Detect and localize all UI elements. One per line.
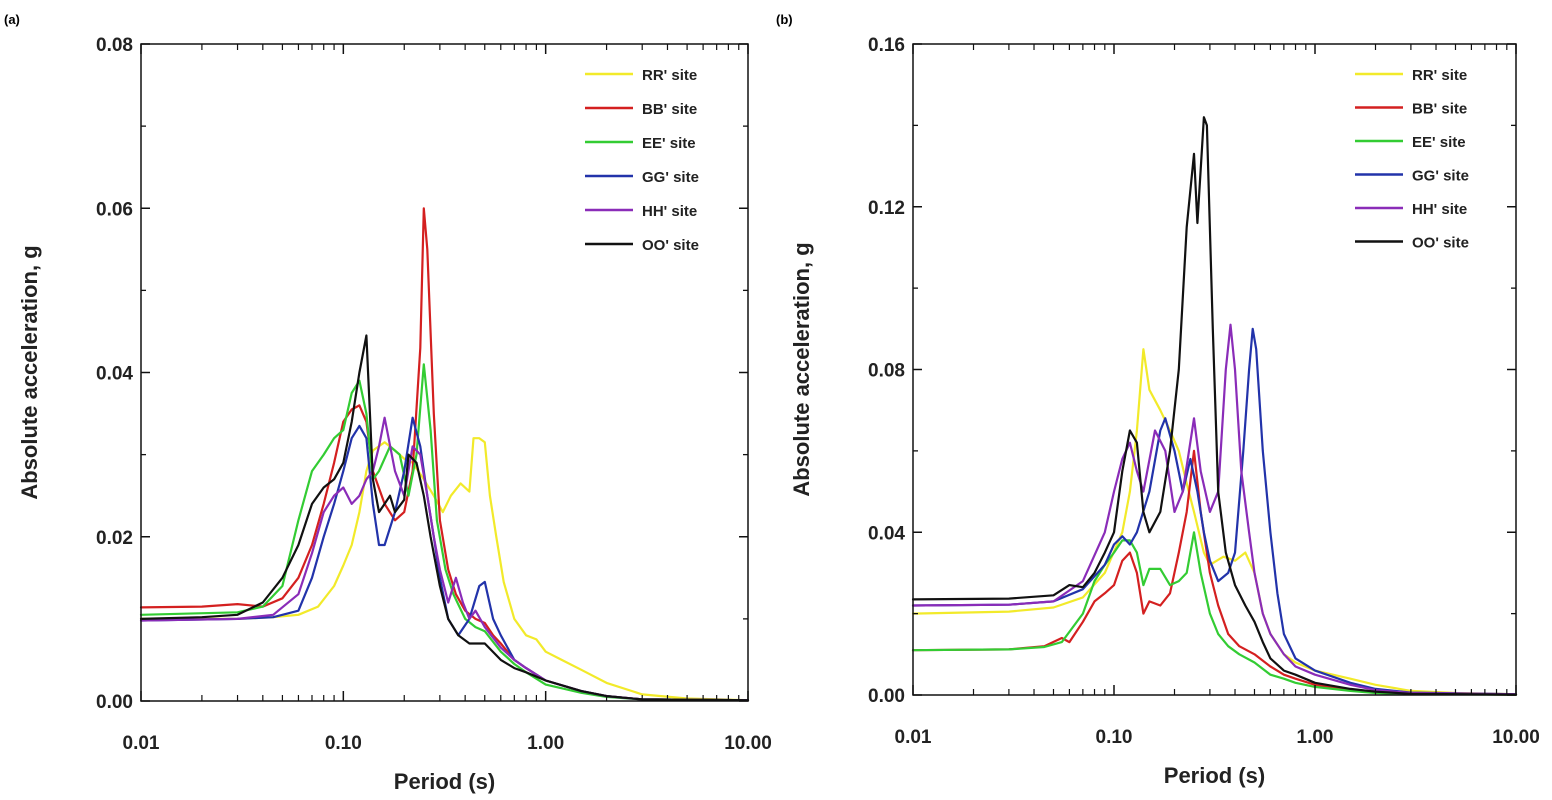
panel-0-legend: RR' site BB' site EE' site GG' site HH' site… <box>585 67 699 254</box>
panel-1-y-tick-label: 0.12 <box>868 198 905 219</box>
panel-1-series-line-3 <box>911 327 1518 696</box>
panel-1-series-line-5 <box>911 116 1518 696</box>
panel-0-series-line-4 <box>139 416 750 702</box>
panel-0-legend-label-0: RR' site <box>642 67 697 84</box>
panel-0-legend-label-3: GG' site <box>642 169 699 186</box>
panel-0-x-tick-label: 10.00 <box>724 733 772 754</box>
panel-b-label: (b) <box>776 12 793 27</box>
panel-1-legend-label-0: RR' site <box>1412 67 1467 84</box>
panel-1-x-tick-label: 0.10 <box>1096 727 1133 748</box>
panel-0-x-tick-label: 0.10 <box>325 733 362 754</box>
panel-1-y-tick-label: 0.08 <box>868 361 905 382</box>
panel-1-series-line-4 <box>911 323 1518 696</box>
panel-1-y-axis-title: Absolute acceleration, g <box>789 242 814 496</box>
panel-0-series-line-0 <box>139 437 750 702</box>
chart-panel-b: 0.00 0.04 0.08 0.12 0.16 0.01 0.10 1.00 10.00 Per… <box>789 35 1540 788</box>
panel-1-legend-label-5: OO' site <box>1412 235 1469 252</box>
panel-0-y-tick-label: 0.00 <box>96 692 133 713</box>
panel-0-y-tick-label: 0.02 <box>96 528 133 549</box>
panel-1-x-axis-title: Period (s) <box>1164 763 1265 788</box>
panel-0-y-tick-label: 0.06 <box>96 199 133 220</box>
panel-0-series-group <box>139 207 750 702</box>
chart-panel-a: 0.00 0.02 0.04 0.06 0.08 0.01 0.10 1.00 10.00 Per… <box>17 35 772 794</box>
panel-1-y-tick-label: 0.04 <box>868 523 905 544</box>
panel-1-y-tick-label: 0.16 <box>868 35 905 56</box>
panel-0-series-line-2 <box>139 363 750 702</box>
panel-1-y-tick-label: 0.00 <box>868 686 905 707</box>
panel-0-x-tick-label: 1.00 <box>527 733 564 754</box>
panel-0-legend-label-2: EE' site <box>642 135 696 152</box>
panel-0-x-axis-title: Period (s) <box>394 769 495 794</box>
panel-1-legend-label-1: BB' site <box>1412 101 1467 118</box>
panel-0-y-tick-label: 0.08 <box>96 35 133 56</box>
panel-1-series-group <box>911 116 1518 696</box>
panel-0-series-line-5 <box>139 334 750 702</box>
panel-a-label: (a) <box>4 12 20 27</box>
panel-0-legend-label-4: HH' site <box>642 203 697 220</box>
panel-0-x-tick-label: 0.01 <box>123 733 160 754</box>
panel-1-series-line-1 <box>911 449 1518 696</box>
panel-0-legend-label-5: OO' site <box>642 237 699 254</box>
panel-1-x-tick-label: 10.00 <box>1492 727 1540 748</box>
panel-1-series-line-2 <box>911 531 1518 696</box>
panel-1-legend-label-2: EE' site <box>1412 134 1466 151</box>
panel-0-legend-label-1: BB' site <box>642 101 697 118</box>
panel-1-legend-label-4: HH' site <box>1412 201 1467 218</box>
panel-1-legend-label-3: GG' site <box>1412 168 1469 185</box>
panel-1-x-tick-label: 1.00 <box>1297 727 1334 748</box>
panel-0-y-tick-label: 0.04 <box>96 364 133 385</box>
panel-1-x-tick-label: 0.01 <box>895 727 932 748</box>
panel-0-y-axis-title: Absolute acceleration, g <box>17 245 42 499</box>
panel-1-legend: RR' site BB' site EE' site GG' site HH' site… <box>1355 67 1469 252</box>
